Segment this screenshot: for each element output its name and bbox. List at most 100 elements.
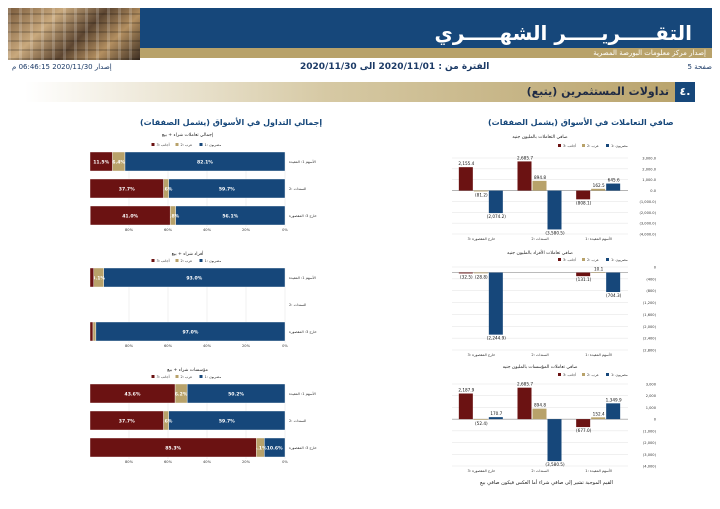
net-data-label: (808.1)	[576, 200, 592, 205]
y-tick-label: 3,000.0	[642, 157, 656, 161]
x-category-label: الأسهم المقيدة :1	[585, 468, 612, 473]
share-data-label: 50.2%	[228, 392, 244, 398]
share-data-label: 37.7%	[119, 419, 135, 425]
net-bar	[488, 272, 503, 335]
y-tick-label: (2,000)	[643, 441, 657, 445]
net-data-label: (2,244.9)	[487, 336, 507, 341]
share-bar-segment	[89, 410, 164, 431]
x-tick-label: 40%	[203, 344, 212, 348]
right-panel-title: إجمالي التداول في الأسواق (يشمل الصفقات)	[140, 118, 323, 127]
legend-swatch-arabs	[175, 259, 179, 262]
share-data-label: 4.1%	[254, 446, 267, 452]
share-bar-segment	[89, 151, 113, 172]
share-data-label: 11.5%	[93, 160, 109, 166]
legend-label-egyptians: مصريون :1	[611, 373, 628, 377]
legend-swatch-foreigners	[558, 258, 561, 261]
legend-label-foreigners: أجانب :3	[157, 258, 170, 263]
net-data-label: (28.8)	[475, 274, 488, 279]
y-category-label: السندات :2	[289, 187, 306, 191]
y-category-label: الأسهم 1: المقيدة	[289, 275, 316, 280]
legend-swatch-foreigners	[151, 375, 155, 378]
legend-label-egyptians: مصريون :1	[205, 259, 222, 263]
x-tick-label: 0%	[282, 460, 288, 464]
legend-label-arabs: عرب :2	[587, 258, 599, 262]
share-bar-segment	[89, 321, 94, 342]
legend-swatch-arabs	[582, 373, 585, 376]
net-data-label: (704.3)	[606, 293, 622, 298]
net-chart-title: صافي تعاملات الأفراد بالمليون جنيه	[507, 249, 573, 256]
report-header: التقـــــريـــــر الشهـــــري إصدار مركز…	[0, 0, 720, 62]
legend-label-arabs: عرب :2	[181, 259, 193, 263]
y-tick-label: (2,000)	[643, 325, 657, 329]
net-bar	[517, 387, 532, 420]
y-tick-label: (800)	[646, 289, 656, 293]
legend-swatch-egyptians	[199, 143, 203, 146]
left-panel-title: صافي التعاملات في الأسواق (يشمل الصفقات)	[488, 118, 674, 127]
net-data-label: (81.2)	[475, 192, 488, 197]
share-chart-title: إجمالي تعاملات شراء + بيع	[162, 132, 213, 138]
y-tick-label: (1,200)	[643, 301, 657, 305]
y-tick-label: 2,000	[646, 394, 657, 398]
y-tick-label: (3,000.0)	[639, 222, 656, 226]
share-bar-segment	[89, 383, 176, 404]
share-data-label: 82.1%	[197, 160, 213, 166]
section-number: ٤.	[675, 82, 695, 102]
legend-swatch-egyptians	[606, 258, 609, 261]
net-bar	[473, 419, 488, 420]
net-bar	[606, 272, 621, 293]
share-data-label: 41.0%	[122, 214, 138, 220]
share-data-label: 2.8%	[167, 214, 180, 220]
legend-swatch-arabs	[175, 375, 179, 378]
issue-date: إصدار 2020/11/30 06:46:15 م	[12, 63, 112, 71]
share-data-label: 2.6%	[160, 419, 173, 425]
legend-label-foreigners: أجانب :3	[157, 374, 170, 379]
y-tick-label: (400)	[646, 277, 656, 281]
legend-swatch-egyptians	[199, 259, 203, 262]
legend-label-egyptians: مصريون :1	[205, 143, 222, 147]
net-bar	[576, 419, 591, 428]
x-tick-label: 20%	[242, 228, 251, 232]
x-category-label: الأسهم المقيدة :1	[585, 236, 612, 241]
legend-swatch-egyptians	[199, 375, 203, 378]
share-data-label: 37.7%	[119, 187, 135, 193]
x-tick-label: 20%	[242, 460, 251, 464]
y-tick-label: 1,000	[646, 406, 657, 410]
net-chart-title: صافي تعاملات المؤسسات بالمليون جنيه	[503, 365, 578, 370]
share-data-label: 10.6%	[267, 446, 283, 452]
section-bar: تداولات المستثمرين (يتبع) ٤.	[25, 82, 695, 102]
net-bar	[517, 161, 532, 191]
legend-label-foreigners: أجانب :3	[157, 142, 170, 147]
net-data-label: (131.1)	[576, 277, 592, 282]
net-bar	[591, 417, 606, 420]
net-bar	[576, 190, 591, 200]
net-bar	[547, 190, 562, 230]
share-bar-segment	[89, 437, 257, 458]
section-title: تداولات المستثمرين (يتبع)	[526, 85, 669, 98]
legend-label-arabs: عرب :2	[587, 373, 599, 377]
net-data-label: (32.5)	[460, 274, 473, 279]
y-tick-label: 0	[654, 266, 657, 270]
net-data-label: (2,074.2)	[487, 214, 507, 219]
x-category-label: خارج المقصورة :3	[467, 469, 495, 473]
share-chart-title: أفراد شراء + بيع	[172, 250, 204, 257]
net-data-label: (52.4)	[475, 421, 488, 426]
net-data-label: 170.7	[490, 411, 502, 416]
y-tick-label: (1,000.0)	[639, 200, 656, 204]
x-tick-label: 40%	[203, 460, 212, 464]
share-data-label: 93.0%	[186, 276, 202, 282]
header-banner: التقـــــريـــــر الشهـــــري	[140, 8, 712, 48]
net-bar	[532, 180, 547, 191]
x-tick-label: 60%	[164, 228, 173, 232]
legend-label-egyptians: مصريون :1	[205, 375, 222, 379]
share-data-label: 56.1%	[222, 214, 238, 220]
x-tick-label: 80%	[125, 228, 134, 232]
y-tick-label: (4,000)	[643, 465, 657, 469]
share-data-label: 97.0%	[182, 330, 198, 336]
y-tick-label: 0	[654, 418, 657, 422]
legend-label-foreigners: أجانب :3	[563, 372, 576, 377]
x-tick-label: 0%	[282, 228, 288, 232]
share-data-label: 2.6%	[160, 187, 173, 193]
net-chart-title: صافي التعاملات بالمليون جنيه	[512, 135, 567, 140]
net-data-label: 894.8	[534, 175, 546, 180]
